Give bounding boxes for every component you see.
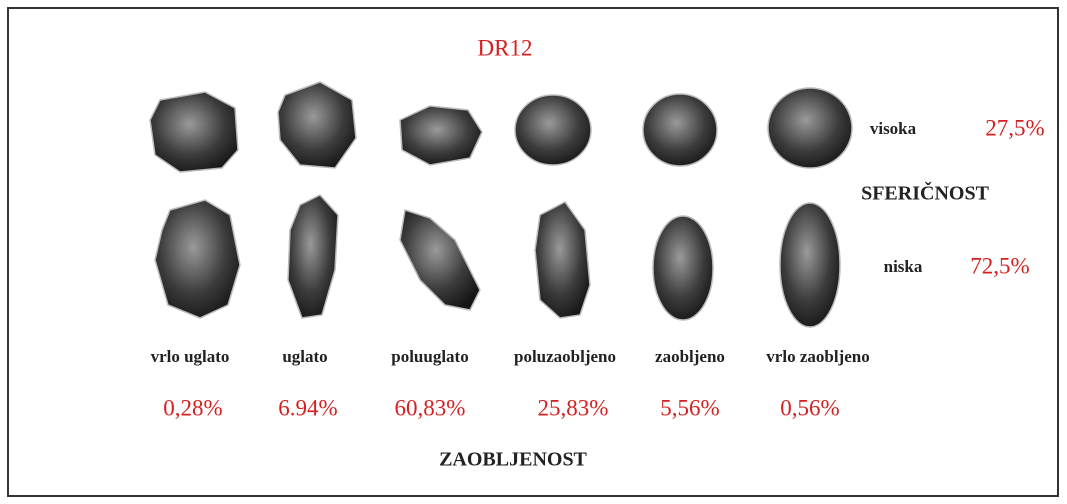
sphericity-class-value: 27,5%: [985, 115, 1044, 140]
roundness-class-value: 25,83%: [538, 395, 609, 420]
roundness-class-label: zaobljeno: [655, 347, 725, 366]
roundness-class-label: vrlo zaobljeno: [766, 347, 869, 366]
roundness-class-value: 60,83%: [395, 395, 466, 420]
roundness-class-value: 6.94%: [278, 395, 337, 420]
title: DR12: [478, 35, 533, 60]
roundness-class-label: uglato: [282, 347, 327, 366]
roundness-class-value: 5,56%: [660, 395, 719, 420]
roundness-class-value: 0,28%: [163, 395, 222, 420]
sphericity-class-value: 72,5%: [970, 253, 1029, 278]
roundness-class-label: poluuglato: [391, 347, 468, 366]
roundness-label: ZAOBLJENOST: [439, 449, 587, 471]
roundness-class-label: vrlo uglato: [151, 347, 230, 366]
sphericity-class-label: niska: [884, 257, 923, 276]
diagram: DR12 vrlo uglato 0,28% uglato 6.94% poluugla…: [0, 0, 1067, 504]
roundness-class-value: 0,56%: [780, 395, 839, 420]
roundness-class-label: poluzaobljeno: [514, 347, 616, 366]
sphericity-label: SFERIČNOST: [861, 181, 989, 205]
sphericity-class-label: visoka: [870, 119, 917, 138]
